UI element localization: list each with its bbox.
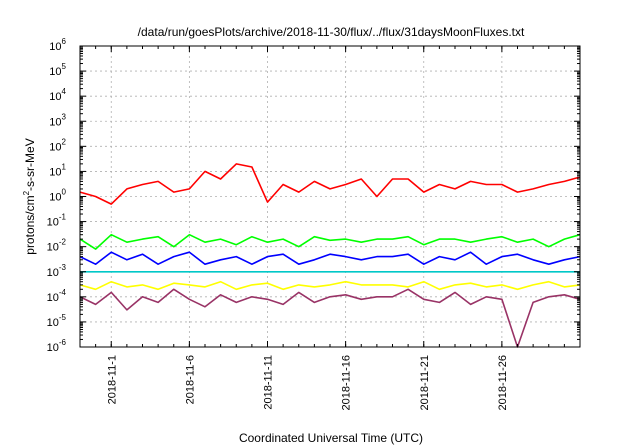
y-tick-label: 10-6	[47, 338, 67, 354]
y-tick-exponent: 3	[62, 112, 67, 121]
x-tick-label: 2018-11-6	[184, 355, 196, 404]
y-tick-exponent: -6	[59, 338, 67, 347]
x-tick-label: 2018-11-21	[419, 355, 431, 410]
y-tick-base: 10	[49, 41, 61, 53]
y-tick-label: 101	[49, 162, 66, 178]
y-tick-base: 10	[49, 91, 61, 103]
series-line-2	[79, 233, 581, 250]
y-tick-base: 10	[47, 217, 59, 229]
y-tick-label: 10-1	[47, 213, 67, 229]
series-layer	[79, 163, 581, 348]
y-tick-base: 10	[49, 116, 61, 128]
y-tick-exponent: -4	[59, 288, 67, 297]
series-line-6	[79, 288, 581, 348]
y-tick-label: 10-2	[47, 238, 67, 254]
y-tick-base: 10	[49, 141, 61, 153]
y-tick-exponent: 0	[62, 188, 67, 197]
y-tick-base: 10	[49, 66, 61, 78]
series-line-3	[79, 251, 581, 266]
y-tick-exponent: 4	[62, 87, 67, 96]
grid	[80, 46, 580, 347]
y-tick-exponent: 6	[62, 37, 67, 46]
y-tick-exponent: -3	[59, 263, 67, 272]
y-tick-base: 10	[47, 317, 59, 329]
x-tick-label: 2018-11-16	[341, 355, 353, 410]
y-tick-exponent: 5	[62, 62, 67, 71]
y-tick-label: 106	[49, 37, 66, 53]
y-tick-exponent: 1	[62, 162, 67, 171]
y-tick-base: 10	[49, 166, 61, 178]
y-tick-label: 10-4	[47, 288, 67, 304]
y-tick-exponent: 2	[62, 137, 67, 146]
y-tick-label: 100	[49, 188, 66, 204]
y-tick-label: 104	[49, 87, 66, 103]
y-tick-exponent: -2	[59, 238, 67, 247]
series-line-5	[79, 280, 581, 291]
y-tick-label: 10-3	[47, 263, 67, 279]
y-tick-base: 10	[47, 342, 59, 354]
y-tick-base: 10	[49, 192, 61, 204]
axis-ticks	[80, 45, 580, 348]
y-axis-label-suffix: -s-sr-MeV	[23, 138, 37, 191]
y-axis-label-superscript: 2	[22, 190, 31, 195]
x-axis-tick-labels: 2018-11-1 2018-11-6 2018-11-11 2018-11-16 20…	[106, 355, 509, 410]
y-tick-label: 102	[49, 137, 66, 153]
series-line-1	[79, 163, 581, 205]
y-tick-label: 10-5	[47, 313, 67, 329]
chart-title: /data/run/goesPlots/archive/2018-11-30/f…	[138, 25, 525, 39]
x-tick-label: 2018-11-11	[263, 355, 275, 410]
y-tick-base: 10	[47, 292, 59, 304]
x-tick-label: 2018-11-26	[497, 355, 509, 410]
x-axis-label: Coordinated Universal Time (UTC)	[239, 431, 423, 445]
y-tick-label: 103	[49, 112, 66, 128]
y-axis-tick-labels: 10-610-510-410-310-210-11001011021031041…	[47, 37, 67, 354]
y-tick-label: 105	[49, 62, 66, 78]
x-tick-label: 2018-11-1	[106, 355, 118, 404]
y-tick-exponent: -5	[59, 313, 67, 322]
y-axis-label-prefix: protons/cm	[23, 195, 37, 254]
y-tick-base: 10	[47, 242, 59, 254]
y-tick-exponent: -1	[59, 213, 67, 222]
y-tick-base: 10	[47, 267, 59, 279]
y-axis-label: protons/cm2-s-sr-MeV	[22, 138, 37, 254]
